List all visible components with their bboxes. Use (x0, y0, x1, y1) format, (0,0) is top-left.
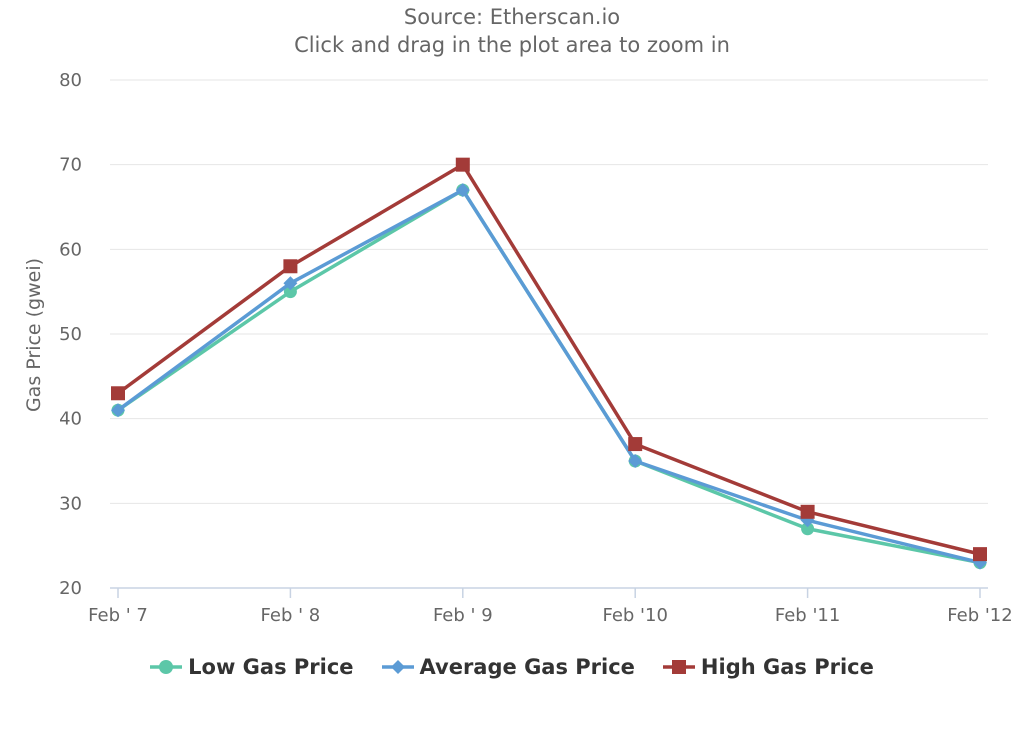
legend-item-average-gas-price[interactable]: Average Gas Price (381, 655, 635, 679)
legend-label: Low Gas Price (188, 655, 354, 679)
data-point[interactable] (111, 403, 125, 418)
series-layer[interactable] (111, 157, 987, 570)
x-tick-label: Feb '12 (947, 605, 1012, 626)
data-point[interactable] (283, 285, 297, 299)
x-tick-label: Feb ' 9 (433, 605, 493, 626)
grid-lines (110, 79, 988, 504)
series-line[interactable] (116, 188, 981, 565)
y-axis-title: Gas Price (gwei) (23, 258, 45, 412)
data-point[interactable] (455, 157, 470, 172)
data-point[interactable] (628, 437, 643, 452)
data-point[interactable] (801, 522, 815, 536)
data-point[interactable] (111, 386, 125, 401)
x-tick-label: Feb '11 (775, 605, 840, 626)
data-point[interactable] (973, 547, 987, 562)
data-point[interactable] (283, 276, 298, 291)
legend-symbol (150, 660, 183, 674)
y-axis-ticks: 20 30 40 50 60 70 80 (59, 70, 82, 599)
x-axis: Feb ' 7 Feb ' 8 Feb ' 9 Feb '10 Feb '11 Feb '… (88, 587, 1013, 626)
legend: Low Gas Price Average Gas Price High Gas P… (0, 655, 1024, 679)
y-tick-label: 80 (59, 70, 82, 91)
data-point[interactable] (800, 504, 815, 519)
data-point[interactable] (283, 259, 298, 274)
y-tick-label: 70 (59, 155, 82, 176)
legend-item-low-gas-price[interactable]: Low Gas Price (150, 655, 354, 679)
x-tick-label: Feb ' 8 (261, 605, 321, 626)
series-average-gas-price[interactable] (111, 183, 987, 570)
series-low-gas-price[interactable] (111, 183, 987, 570)
data-point[interactable] (628, 454, 643, 468)
data-point[interactable] (455, 183, 470, 198)
legend-symbol (381, 660, 414, 674)
legend-label: Average Gas Price (419, 655, 635, 679)
legend-item-high-gas-price[interactable]: High Gas Price (662, 655, 874, 679)
legend-symbol (662, 660, 695, 674)
chart-subtitle-hint: Click and drag in the plot area to zoom … (294, 33, 730, 57)
y-tick-label: 50 (59, 324, 82, 345)
y-tick-label: 40 (59, 409, 82, 430)
legend-label: High Gas Price (700, 655, 874, 679)
x-tick-label: Feb ' 7 (88, 605, 148, 626)
series-line[interactable] (116, 162, 981, 556)
y-tick-label: 20 (59, 578, 82, 599)
series-high-gas-price[interactable] (111, 157, 987, 562)
y-tick-label: 30 (59, 493, 82, 514)
series-line[interactable] (117, 188, 981, 565)
y-tick-label: 60 (59, 239, 82, 260)
chart-subtitle-source: Source: Etherscan.io (403, 5, 621, 29)
x-tick-label: Feb '10 (602, 605, 667, 626)
